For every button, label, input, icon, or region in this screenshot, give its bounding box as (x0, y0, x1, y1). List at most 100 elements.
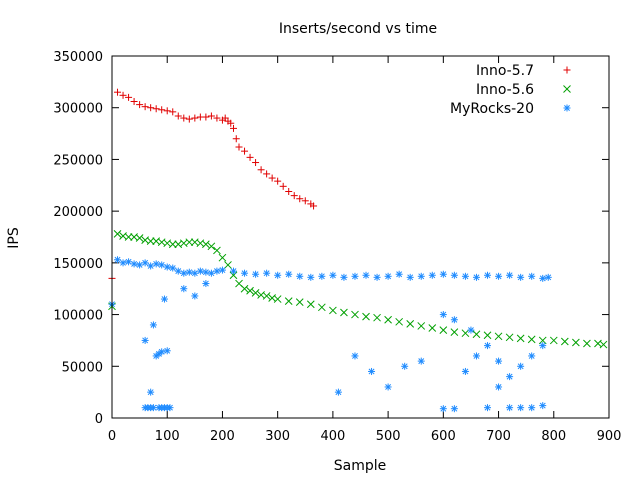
data-point (160, 295, 168, 303)
data-point (191, 114, 199, 122)
data-point (417, 272, 425, 280)
data-point (124, 233, 133, 241)
data-point (114, 88, 122, 96)
data-point (401, 362, 409, 370)
data-point (528, 352, 536, 360)
x-tick-label: 600 (431, 429, 456, 444)
data-point (125, 93, 133, 101)
data-point (174, 112, 182, 120)
data-point (218, 253, 227, 262)
data-point (240, 284, 249, 293)
data-point (114, 256, 122, 264)
data-point (202, 113, 210, 121)
y-tick-label: 250000 (53, 153, 103, 168)
data-point (539, 402, 547, 410)
data-point (572, 338, 580, 347)
data-point (495, 272, 503, 280)
data-point (517, 362, 525, 370)
data-point (185, 268, 193, 276)
data-point (428, 324, 437, 332)
data-point (484, 342, 492, 350)
data-point (373, 313, 381, 322)
data-point (251, 288, 260, 297)
data-point (517, 404, 525, 412)
data-point (273, 295, 282, 303)
data-point (119, 259, 127, 267)
data-point (136, 261, 144, 269)
x-tick-label: 400 (320, 429, 345, 444)
legend-label: Inno-5.6 (476, 82, 534, 98)
data-point (207, 242, 216, 251)
y-tick-label: 350000 (53, 50, 103, 65)
data-point (202, 268, 210, 276)
legend-marker (563, 85, 571, 93)
y-tick-label: 100000 (53, 309, 103, 324)
data-point (483, 331, 492, 340)
data-point (310, 202, 318, 210)
data-point (125, 258, 133, 266)
data-point (213, 114, 221, 122)
data-point (141, 103, 149, 111)
data-point (295, 298, 304, 307)
data-point (166, 404, 174, 412)
data-point (318, 272, 326, 280)
y-tick-label: 50000 (62, 360, 103, 375)
data-point (224, 261, 232, 269)
chart-title: Inserts/second vs time (279, 21, 437, 37)
data-point (599, 340, 608, 349)
data-point (368, 367, 376, 375)
x-tick-label: 200 (210, 429, 235, 444)
data-point (351, 352, 359, 360)
data-point (191, 292, 199, 300)
data-point (495, 357, 503, 365)
data-point (505, 333, 514, 342)
data-point (169, 108, 177, 116)
data-point (362, 271, 370, 279)
data-point (528, 272, 536, 280)
data-point (196, 267, 204, 275)
data-point (472, 273, 480, 281)
data-point (185, 115, 193, 123)
data-point (506, 404, 514, 412)
data-point (257, 166, 265, 174)
data-point (539, 342, 547, 350)
data-point (301, 197, 309, 205)
data-point (285, 187, 293, 195)
data-point (241, 269, 249, 277)
data-point (229, 267, 237, 275)
data-point (252, 270, 260, 278)
data-point (527, 335, 536, 344)
plot-frame (111, 55, 610, 419)
data-point (213, 267, 221, 275)
data-point (484, 271, 492, 279)
data-point (384, 272, 392, 280)
data-point (185, 238, 194, 247)
data-point (296, 272, 304, 280)
data-point (213, 246, 221, 255)
y-tick-label: 150000 (53, 257, 103, 272)
x-tick-label: 700 (486, 429, 511, 444)
data-point (202, 280, 210, 288)
data-point (417, 322, 426, 330)
data-point (152, 260, 160, 268)
x-tick-label: 300 (265, 429, 290, 444)
data-point (506, 271, 514, 279)
data-point (119, 91, 127, 99)
data-point (417, 357, 425, 365)
data-point (168, 240, 177, 249)
data-point (113, 230, 122, 238)
data-point (149, 321, 157, 329)
data-point (494, 332, 503, 341)
data-point (130, 98, 138, 106)
data-point (516, 334, 525, 343)
data-point (384, 383, 392, 391)
data-point (439, 405, 447, 413)
series-3 (108, 256, 552, 413)
data-point (461, 367, 469, 375)
data-point (495, 383, 503, 391)
data-point (395, 317, 404, 326)
x-tick-label: 100 (155, 429, 180, 444)
data-point (147, 104, 155, 112)
data-point (180, 269, 188, 277)
